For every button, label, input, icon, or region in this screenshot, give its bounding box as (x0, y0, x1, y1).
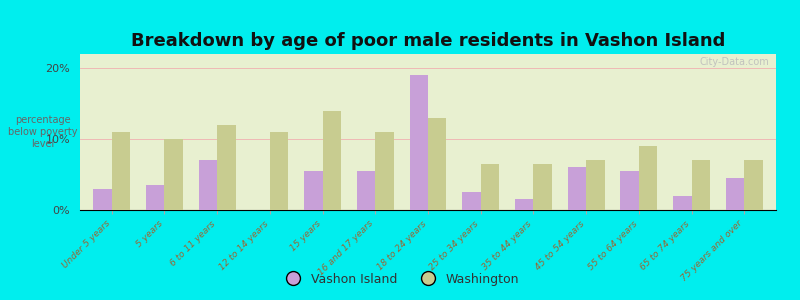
Bar (639, 146, 658, 210)
Text: City-Data.com: City-Data.com (699, 57, 769, 67)
Bar (217, 125, 235, 210)
Text: percentage
below poverty
level: percentage below poverty level (8, 116, 78, 148)
Bar (568, 167, 586, 210)
Bar (462, 192, 481, 210)
Bar (673, 196, 692, 210)
Bar (726, 178, 744, 210)
Bar (146, 185, 164, 210)
Title: Breakdown by age of poor male residents in Vashon Island: Breakdown by age of poor male residents … (131, 32, 725, 50)
Bar (481, 164, 499, 210)
Bar (621, 171, 639, 210)
Bar (692, 160, 710, 210)
Bar (410, 75, 428, 210)
Bar (375, 132, 394, 210)
Bar (270, 132, 288, 210)
Bar (112, 132, 130, 210)
Legend: Vashon Island, Washington: Vashon Island, Washington (276, 268, 524, 291)
Bar (534, 164, 552, 210)
Bar (93, 189, 112, 210)
Bar (357, 171, 375, 210)
Bar (198, 160, 217, 210)
Bar (515, 200, 534, 210)
Bar (164, 139, 183, 210)
Bar (586, 160, 605, 210)
Bar (428, 118, 446, 210)
Bar (744, 160, 763, 210)
Bar (322, 111, 341, 210)
Bar (304, 171, 322, 210)
